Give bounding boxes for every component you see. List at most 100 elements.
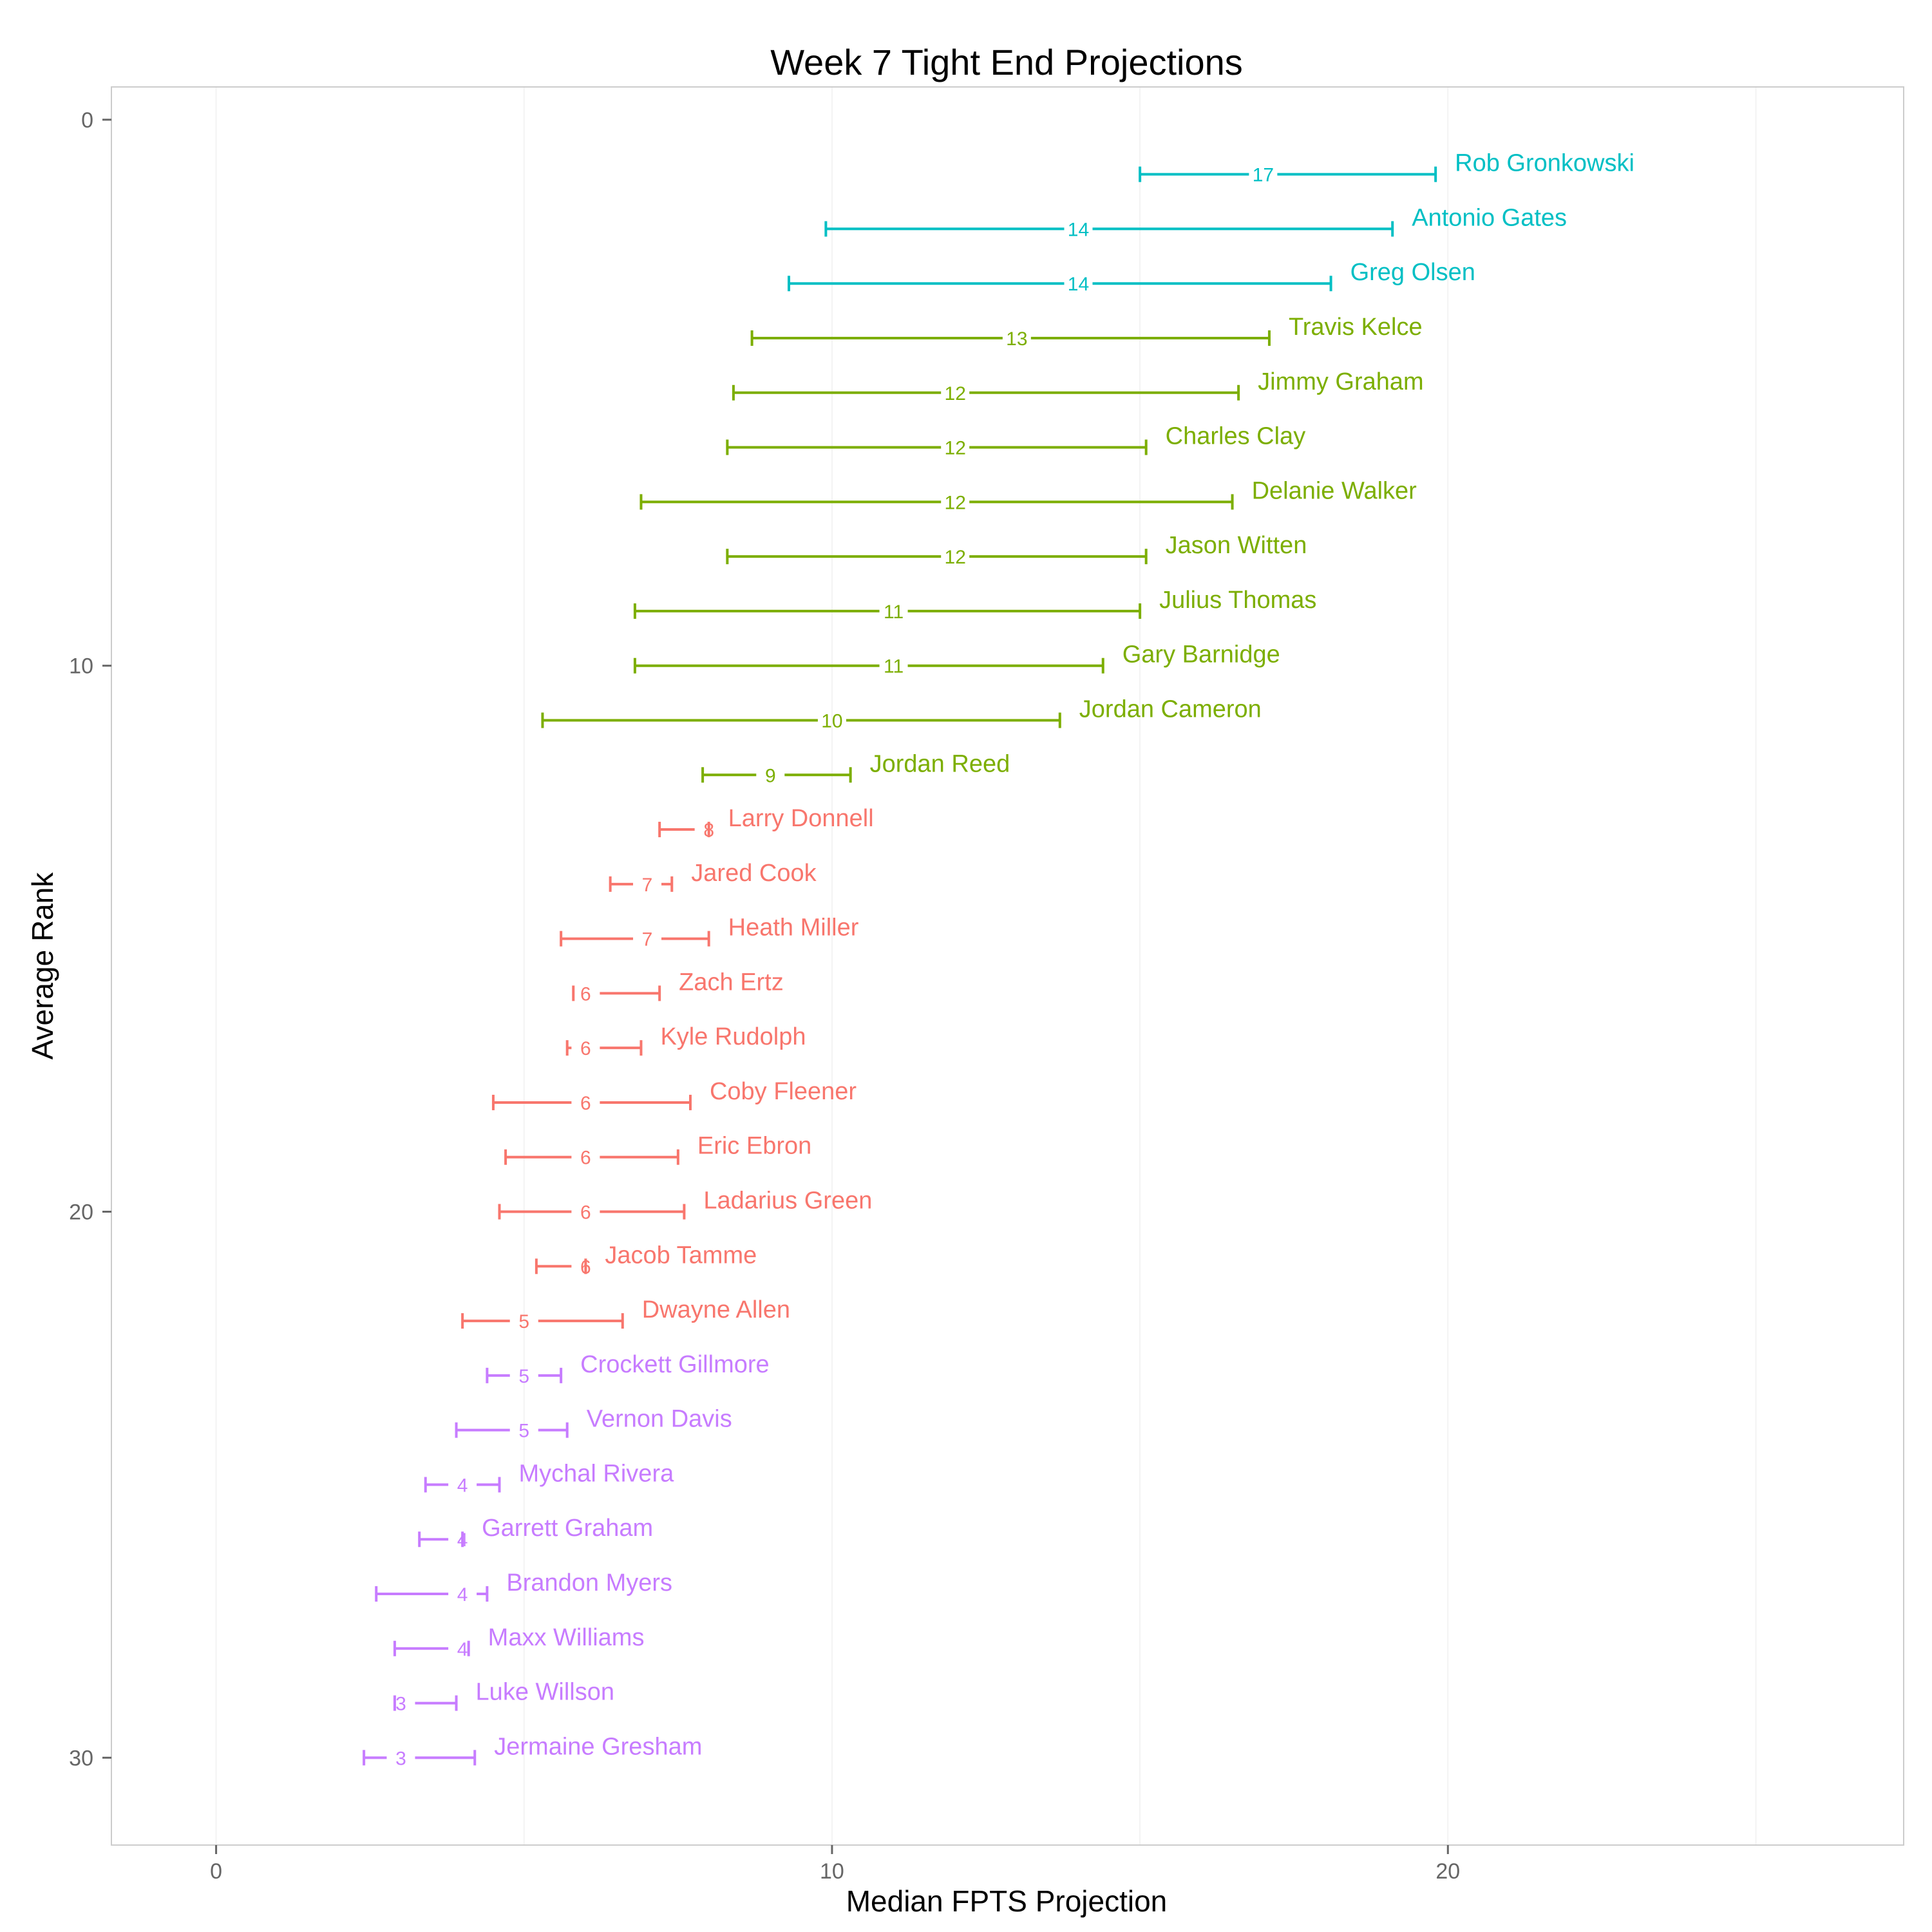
median-label: 4 (457, 1639, 468, 1660)
player-errorbar: 13 Travis Kelce (750, 314, 1423, 350)
player-errorbar: 11 Gary Barnidge (633, 641, 1280, 677)
median-label: 7 (642, 875, 653, 896)
player-name-label: Coby Fleener (710, 1078, 857, 1105)
player-errorbar: 6 Ladarius Green (498, 1188, 872, 1224)
player-name-label: Jermaine Gresham (494, 1733, 702, 1760)
player-name-label: Kyle Rudolph (660, 1023, 806, 1050)
player-name-label: Greg Olsen (1350, 259, 1475, 286)
median-label: 17 (1253, 165, 1274, 186)
chart-title: Week 7 Tight End Projections (770, 42, 1243, 82)
player-errorbar: 5 Dwayne Allen (461, 1296, 790, 1332)
median-label: 6 (580, 1256, 591, 1278)
x-tick-label: 20 (1435, 1859, 1460, 1884)
player-errorbar: 14 Greg Olsen (787, 259, 1475, 295)
player-errorbar: 3 Jermaine Gresham (363, 1733, 702, 1769)
y-tick-label: 10 (69, 654, 93, 679)
player-name-label: Antonio Gates (1412, 204, 1567, 231)
median-label: 5 (518, 1421, 529, 1442)
player-errorbar: 8 Larry Donnell (658, 805, 874, 841)
median-label: 6 (580, 1093, 591, 1114)
median-label: 9 (765, 765, 776, 786)
median-label: 10 (821, 710, 842, 732)
player-errorbar: 6 Zach Ertz (572, 969, 784, 1005)
player-name-label: Zach Ertz (679, 969, 784, 996)
player-name-label: Mychal Rivera (519, 1460, 675, 1487)
y-tick-label: 0 (81, 108, 93, 133)
x-axis-title: Median FPTS Projection (846, 1884, 1168, 1918)
player-name-label: Delanie Walker (1252, 477, 1417, 504)
player-name-label: Gary Barnidge (1122, 641, 1280, 668)
median-label: 14 (1068, 274, 1089, 295)
median-label: 6 (580, 1148, 591, 1169)
player-errorbar: 7 Heath Miller (560, 914, 859, 951)
median-label: 12 (945, 547, 966, 568)
player-errorbar: 12 Charles Clay (726, 423, 1306, 459)
player-errorbar: 10 Jordan Cameron (541, 696, 1262, 732)
median-label: 5 (518, 1311, 529, 1332)
median-label: 4 (457, 1475, 468, 1496)
median-label: 6 (580, 983, 591, 1005)
median-label: 12 (945, 438, 966, 459)
player-errorbar: 3 Luke Willson (393, 1679, 614, 1715)
player-errorbar: 6 Jacob Tamme (535, 1242, 757, 1278)
player-name-label: Ladarius Green (703, 1188, 872, 1215)
player-name-label: Larry Donnell (728, 805, 874, 832)
player-errorbar: 12 Delanie Walker (639, 477, 1417, 513)
error-bars: 17 Rob Gronkowski 14 Antonio Gates 14 Greg Ol… (363, 150, 1634, 1769)
player-name-label: Jordan Cameron (1079, 696, 1262, 723)
player-name-label: Jimmy Graham (1258, 368, 1424, 395)
player-name-label: Eric Ebron (697, 1133, 811, 1160)
median-label: 4 (457, 1530, 468, 1551)
player-errorbar: 4 Garrett Graham (418, 1515, 653, 1551)
y-axis-title: Average Rank (26, 872, 59, 1060)
median-label: 6 (580, 1038, 591, 1059)
player-name-label: Vernon Davis (587, 1406, 732, 1433)
player-name-label: Jacob Tamme (605, 1242, 757, 1269)
player-name-label: Dwayne Allen (642, 1296, 790, 1323)
player-errorbar: 4 Mychal Rivera (424, 1460, 675, 1496)
grid-lines (215, 87, 1757, 1845)
player-errorbar: 12 Jason Witten (726, 532, 1307, 568)
player-name-label: Garrett Graham (482, 1515, 653, 1542)
player-errorbar: 6 Eric Ebron (504, 1133, 811, 1169)
player-errorbar: 17 Rob Gronkowski (1139, 150, 1634, 186)
median-label: 3 (395, 1748, 406, 1769)
player-name-label: Jordan Reed (870, 750, 1010, 777)
player-errorbar: 7 Jared Cook (609, 860, 817, 896)
median-label: 7 (642, 929, 653, 951)
player-errorbar: 4 Brandon Myers (375, 1569, 672, 1605)
x-tick-label: 10 (820, 1859, 844, 1884)
median-label: 4 (457, 1584, 468, 1605)
y-tick-label: 20 (69, 1200, 93, 1225)
median-label: 5 (518, 1366, 529, 1387)
median-label: 11 (884, 601, 904, 623)
player-errorbar: 9 Jordan Reed (701, 750, 1010, 786)
median-label: 13 (1006, 328, 1027, 350)
player-errorbar: 6 Coby Fleener (491, 1078, 857, 1114)
player-name-label: Jared Cook (691, 860, 817, 887)
median-label: 14 (1068, 219, 1089, 240)
axis-ticks: 0 10 20 0 10 20 30 (69, 108, 1460, 1884)
player-name-label: Luke Willson (476, 1679, 614, 1706)
plot-panel-border (111, 86, 1904, 1846)
player-name-label: Heath Miller (728, 914, 859, 942)
player-errorbar: 4 Maxx Williams (393, 1624, 644, 1660)
player-name-label: Julius Thomas (1159, 587, 1316, 614)
median-label: 12 (945, 383, 966, 404)
player-name-label: Brandon Myers (506, 1569, 672, 1596)
player-errorbar: 5 Crockett Gillmore (486, 1351, 770, 1387)
player-errorbar: 14 Antonio Gates (824, 204, 1567, 240)
median-label: 3 (395, 1694, 406, 1715)
player-errorbar: 6 Kyle Rudolph (565, 1023, 806, 1059)
median-label: 8 (703, 820, 714, 841)
player-name-label: Charles Clay (1166, 423, 1306, 450)
player-errorbar: 5 Vernon Davis (455, 1406, 732, 1442)
player-name-label: Travis Kelce (1289, 314, 1423, 341)
median-label: 6 (580, 1202, 591, 1224)
median-label: 12 (945, 492, 966, 513)
x-tick-label: 0 (210, 1859, 222, 1884)
median-label: 11 (884, 656, 904, 677)
player-name-label: Crockett Gillmore (580, 1351, 770, 1378)
